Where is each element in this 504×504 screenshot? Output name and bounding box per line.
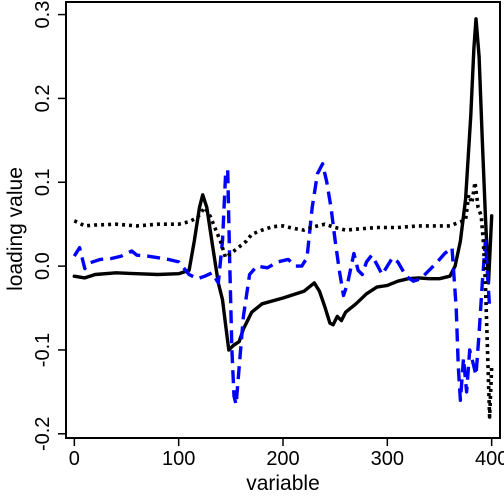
y-tick-label: -0.2 — [32, 417, 54, 451]
y-tick-label: 0.2 — [32, 85, 54, 113]
series-line-dotted — [73, 180, 494, 419]
x-tick-label: 100 — [162, 448, 195, 470]
x-tick-label: 400 — [475, 448, 504, 470]
x-axis: 0 100 200 300 400 — [69, 437, 504, 470]
series-layer — [72, 17, 494, 419]
y-tick-label: -0.1 — [32, 333, 54, 367]
y-axis-title: loading value — [4, 167, 27, 291]
y-tick-label: 0.3 — [32, 1, 54, 29]
series-line-dashed — [72, 162, 492, 407]
x-tick-label: 300 — [371, 448, 404, 470]
x-tick-label: 0 — [69, 448, 80, 470]
y-tick-label: 0.0 — [32, 252, 54, 280]
x-axis-title: variable — [246, 472, 320, 495]
y-tick-label: 0.1 — [32, 168, 54, 196]
series-line-solid — [72, 17, 494, 352]
y-axis: -0.2 -0.1 0.0 0.1 0.2 0.3 — [32, 1, 67, 451]
x-tick-label: 200 — [266, 448, 299, 470]
plot-frame — [65, 1, 501, 439]
